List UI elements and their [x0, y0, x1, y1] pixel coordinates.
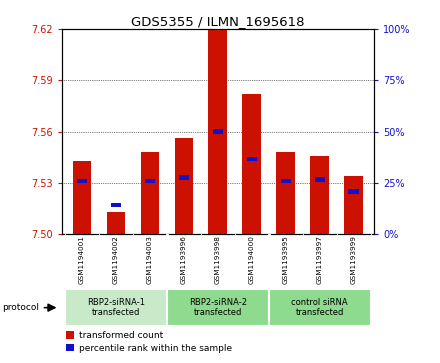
Text: control siRNA
transfected: control siRNA transfected [291, 298, 348, 317]
Bar [106, 212, 125, 234]
Bar [145, 179, 155, 183]
Text: GSM1193999: GSM1193999 [351, 235, 357, 284]
Bar [167, 289, 269, 326]
Legend: transformed count, percentile rank within the sample: transformed count, percentile rank withi… [66, 331, 232, 353]
Text: GSM1193997: GSM1193997 [317, 235, 323, 284]
Bar [269, 289, 370, 326]
Bar [140, 152, 159, 234]
Bar [315, 177, 325, 182]
Text: GSM1193998: GSM1193998 [215, 235, 221, 284]
Bar [77, 179, 87, 183]
Bar [65, 289, 167, 326]
Text: RBP2-siRNA-1
transfected: RBP2-siRNA-1 transfected [87, 298, 145, 317]
Text: GSM1194002: GSM1194002 [113, 235, 119, 284]
Text: RBP2-siRNA-2
transfected: RBP2-siRNA-2 transfected [189, 298, 247, 317]
Bar [281, 179, 291, 183]
Bar [276, 152, 295, 234]
Text: GSM1194000: GSM1194000 [249, 235, 255, 284]
Bar [179, 175, 189, 180]
Title: GDS5355 / ILMN_1695618: GDS5355 / ILMN_1695618 [131, 15, 304, 28]
Text: GSM1193995: GSM1193995 [283, 235, 289, 284]
Text: GSM1193996: GSM1193996 [181, 235, 187, 284]
Bar [213, 129, 223, 134]
Bar [247, 157, 257, 161]
Bar [209, 26, 227, 234]
Text: protocol: protocol [2, 303, 39, 312]
Bar [242, 94, 261, 234]
Bar [310, 155, 329, 234]
Bar [344, 176, 363, 234]
Bar [175, 138, 193, 234]
Text: GSM1194003: GSM1194003 [147, 235, 153, 284]
Bar [111, 203, 121, 207]
Bar [73, 161, 92, 234]
Text: GSM1194001: GSM1194001 [79, 235, 85, 284]
Bar [348, 189, 359, 194]
